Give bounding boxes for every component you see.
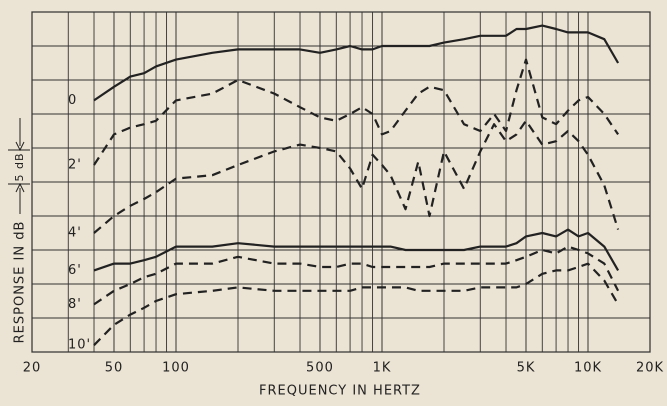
curve-label: 8': [68, 297, 82, 312]
x-tick-label: 20: [23, 361, 42, 376]
response-curve: [93, 245, 620, 306]
curve-label: 2': [68, 158, 82, 173]
x-tick-label: 100: [162, 361, 190, 376]
response-curve: [93, 228, 620, 272]
x-tick-label: 500: [306, 361, 334, 376]
x-axis-title: FREQUENCY IN HERTZ: [259, 384, 421, 399]
x-tick-label: 1K: [373, 361, 392, 376]
response-curve: [93, 24, 620, 102]
curve-label: 6': [68, 263, 82, 278]
y-axis-title: RESPONSE IN dB: [13, 221, 28, 344]
scale-bracket: [8, 118, 30, 214]
response-curve: [93, 58, 620, 166]
x-tick-label: 50: [105, 361, 124, 376]
curve-label: 0: [68, 93, 77, 108]
scale-marker: 5 dB: [13, 152, 26, 181]
x-tick-label: 5K: [517, 361, 536, 376]
x-tick-label: 10K: [574, 361, 602, 376]
x-tick-label: 20K: [636, 361, 664, 376]
curve-label: 10': [68, 338, 91, 353]
response-curve: [93, 119, 620, 234]
response-curve: [93, 262, 620, 346]
curve-label: 4': [68, 226, 82, 241]
